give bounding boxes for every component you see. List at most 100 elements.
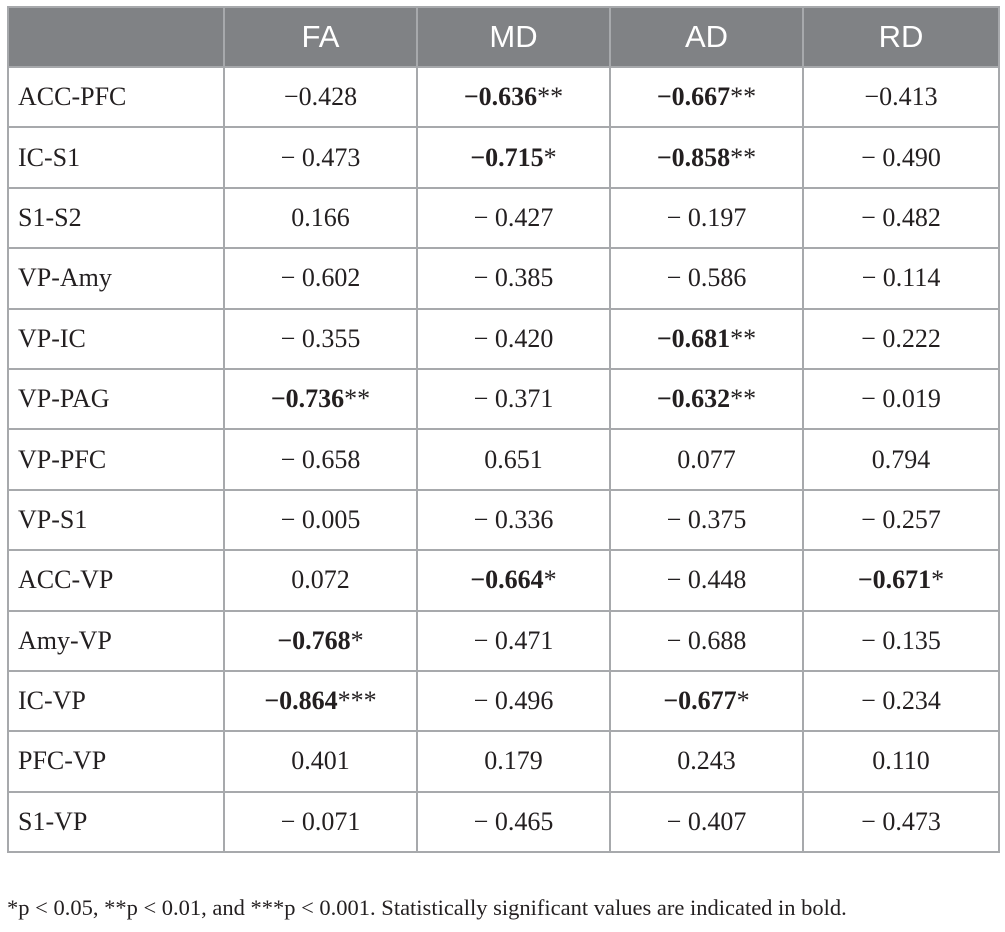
cell-value: − 0.482 [861,202,941,232]
cell-fa: − 0.005 [223,488,418,552]
column-header-ad: AD [609,6,804,68]
cell-value: −0.671 [857,565,932,595]
cell-ad: − 0.197 [609,186,804,250]
significance-stars: ** [730,142,757,172]
cell-value: 0.166 [291,202,350,232]
cell-fa: −0.864*** [223,669,418,733]
significance-stars: * [543,565,557,595]
cell-fa: − 0.658 [223,428,418,491]
cell-value: − 0.114 [861,263,941,293]
cell-md: − 0.471 [416,609,611,672]
cell-md: 0.651 [416,428,611,491]
table-footnote: *p < 0.05, **p < 0.01, and ***p < 0.001.… [7,895,847,920]
cell-value: −0.736 [270,384,345,414]
cell-value: − 0.473 [861,806,941,836]
cell-value: − 0.019 [861,384,941,414]
cell-rd: − 0.135 [802,609,1000,672]
row-label: VP-PAG [7,367,225,431]
cell-ad: −0.632** [609,367,804,431]
cell-value: − 0.135 [861,625,941,655]
cell-ad: − 0.375 [609,488,804,552]
cell-value: −0.428 [283,82,358,112]
cell-value: − 0.355 [280,323,361,353]
cell-value: − 0.375 [666,504,747,534]
cell-md: − 0.427 [416,186,611,250]
results-table: FA MD AD RD ACC-PFC −0.428 −0.636** −0.667*… [7,6,1000,854]
cell-value: − 0.005 [280,504,361,534]
significance-stars: ** [537,82,564,112]
cell-ad: −0.667** [609,65,804,129]
cell-fa: − 0.602 [223,247,418,310]
table-row: ACC-PFC −0.428 −0.636** −0.667** −0.413 [7,65,1000,129]
cell-ad: −0.858** [609,126,804,189]
table-row: IC-VP −0.864*** − 0.496 −0.677* − 0.234 [7,669,1000,733]
table-row: S1-VP − 0.071 − 0.465 − 0.407 − 0.473 [7,790,1000,854]
header-row: FA MD AD RD [7,6,1000,68]
cell-value: − 0.586 [666,263,747,293]
cell-md: − 0.385 [416,247,611,310]
cell-fa: 0.401 [223,730,418,793]
cell-rd: −0.671* [802,549,1000,612]
cell-rd: − 0.234 [802,669,1000,733]
cell-value: −0.858 [656,142,731,172]
cell-value: 0.794 [871,444,931,474]
table-row: VP-Amy − 0.602 − 0.385 − 0.586 − 0.114 [7,247,1000,310]
cell-md: − 0.496 [416,669,611,733]
table-header: FA MD AD RD [7,6,1000,68]
cell-value: − 0.420 [473,323,554,353]
table-row: VP-S1 − 0.005 − 0.336 − 0.375 − 0.257 [7,488,1000,552]
cell-md: − 0.336 [416,488,611,552]
cell-value: − 0.490 [861,142,941,172]
cell-md: −0.636** [416,65,611,129]
row-label: VP-PFC [7,428,225,491]
cell-fa: −0.736** [223,367,418,431]
cell-value: − 0.385 [473,263,554,293]
significance-stars: * [350,625,364,655]
significance-stars: * [736,686,750,716]
cell-value: − 0.222 [861,323,941,353]
table-row: VP-PAG −0.736** − 0.371 −0.632** − 0.019 [7,367,1000,431]
cell-value: −0.667 [656,82,731,112]
table-row: Amy-VP −0.768* − 0.471− 0.688− 0.135 [7,609,1000,672]
row-label: S1-S2 [7,186,225,250]
table-row: ACC-VP 0.072 −0.664* − 0.448 −0.671* [7,549,1000,612]
cell-value: − 0.602 [280,263,361,293]
table-row: IC-S1− 0.473 −0.715* −0.858** − 0.490 [7,126,1000,189]
cell-fa: − 0.473 [223,126,418,189]
cell-value: −0.413 [864,82,938,112]
row-label: VP-S1 [7,488,225,552]
significance-stars: * [931,565,945,595]
cell-value: −0.636 [463,82,538,112]
cell-value: −0.664 [470,565,544,595]
cell-value: 0.110 [872,746,930,776]
cell-value: − 0.407 [666,806,747,836]
table-row: VP-PFC − 0.658 0.651 0.077 0.794 [7,428,1000,491]
cell-value: −0.768 [277,625,351,655]
cell-md: − 0.420 [416,307,611,370]
cell-md: 0.179 [416,730,611,793]
cell-fa: − 0.071 [223,790,418,854]
cell-rd: 0.794 [802,428,1000,491]
row-label: IC-S1 [7,126,225,189]
cell-fa: −0.428 [223,65,418,129]
cell-md: −0.664* [416,549,611,612]
cell-value: 0.179 [484,746,543,776]
table-body: ACC-PFC −0.428 −0.636** −0.667** −0.413 IC-S1… [7,65,1000,854]
cell-fa: 0.072 [223,549,418,612]
significance-stars: ** [730,384,757,414]
significance-stars: ** [730,323,757,353]
cell-rd: − 0.222 [802,307,1000,370]
cell-value: −0.677 [663,686,737,716]
cell-value: − 0.427 [473,202,554,232]
table-row: VP-IC − 0.355 − 0.420 −0.681** − 0.222 [7,307,1000,370]
column-header-md: MD [416,6,611,68]
cell-rd: − 0.473 [802,790,1000,854]
cell-ad: − 0.448 [609,549,804,612]
cell-value: − 0.234 [861,686,941,716]
row-label: Amy-VP [7,609,225,672]
cell-value: − 0.071 [280,806,361,836]
cell-md: −0.715* [416,126,611,189]
cell-value: − 0.465 [473,806,554,836]
cell-value: 0.243 [677,746,736,776]
cell-ad: − 0.407 [609,790,804,854]
